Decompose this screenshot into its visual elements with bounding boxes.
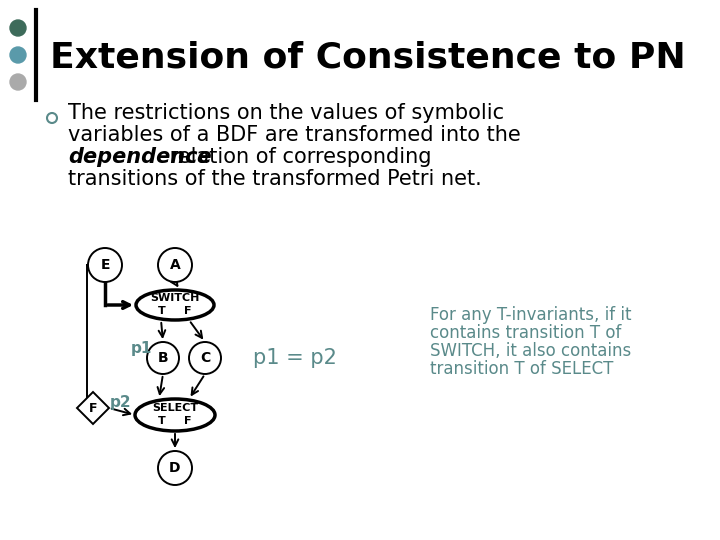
Text: transition T of SELECT: transition T of SELECT (430, 360, 613, 378)
Text: transitions of the transformed Petri net.: transitions of the transformed Petri net… (68, 169, 482, 189)
Circle shape (158, 451, 192, 485)
Text: variables of a BDF are transformed into the: variables of a BDF are transformed into … (68, 125, 521, 145)
Text: C: C (200, 351, 210, 365)
Polygon shape (77, 392, 109, 424)
Text: F: F (184, 306, 192, 316)
Text: T: T (158, 306, 166, 316)
Text: T: T (158, 416, 166, 426)
Circle shape (10, 20, 26, 36)
Circle shape (189, 342, 221, 374)
Text: dependence: dependence (68, 147, 212, 167)
Text: A: A (170, 258, 181, 272)
Circle shape (158, 248, 192, 282)
Text: B: B (158, 351, 168, 365)
Text: contains transition T of: contains transition T of (430, 324, 621, 342)
Ellipse shape (136, 290, 214, 320)
Text: F: F (89, 402, 97, 415)
Text: p1: p1 (130, 341, 152, 355)
Text: p1 = p2: p1 = p2 (253, 348, 337, 368)
Text: For any T-invariants, if it: For any T-invariants, if it (430, 306, 631, 324)
Text: SWITCH: SWITCH (150, 293, 199, 303)
Text: The restrictions on the values of symbolic: The restrictions on the values of symbol… (68, 103, 504, 123)
Text: SWITCH, it also contains: SWITCH, it also contains (430, 342, 631, 360)
Text: SELECT: SELECT (152, 403, 198, 413)
Circle shape (88, 248, 122, 282)
Ellipse shape (135, 399, 215, 431)
Circle shape (10, 74, 26, 90)
Text: relation of corresponding: relation of corresponding (163, 147, 431, 167)
Text: E: E (100, 258, 109, 272)
Circle shape (147, 342, 179, 374)
Text: Extension of Consistence to PN: Extension of Consistence to PN (50, 41, 685, 75)
Text: F: F (184, 416, 192, 426)
Circle shape (10, 47, 26, 63)
Text: p2: p2 (110, 395, 132, 410)
Text: D: D (169, 461, 181, 475)
